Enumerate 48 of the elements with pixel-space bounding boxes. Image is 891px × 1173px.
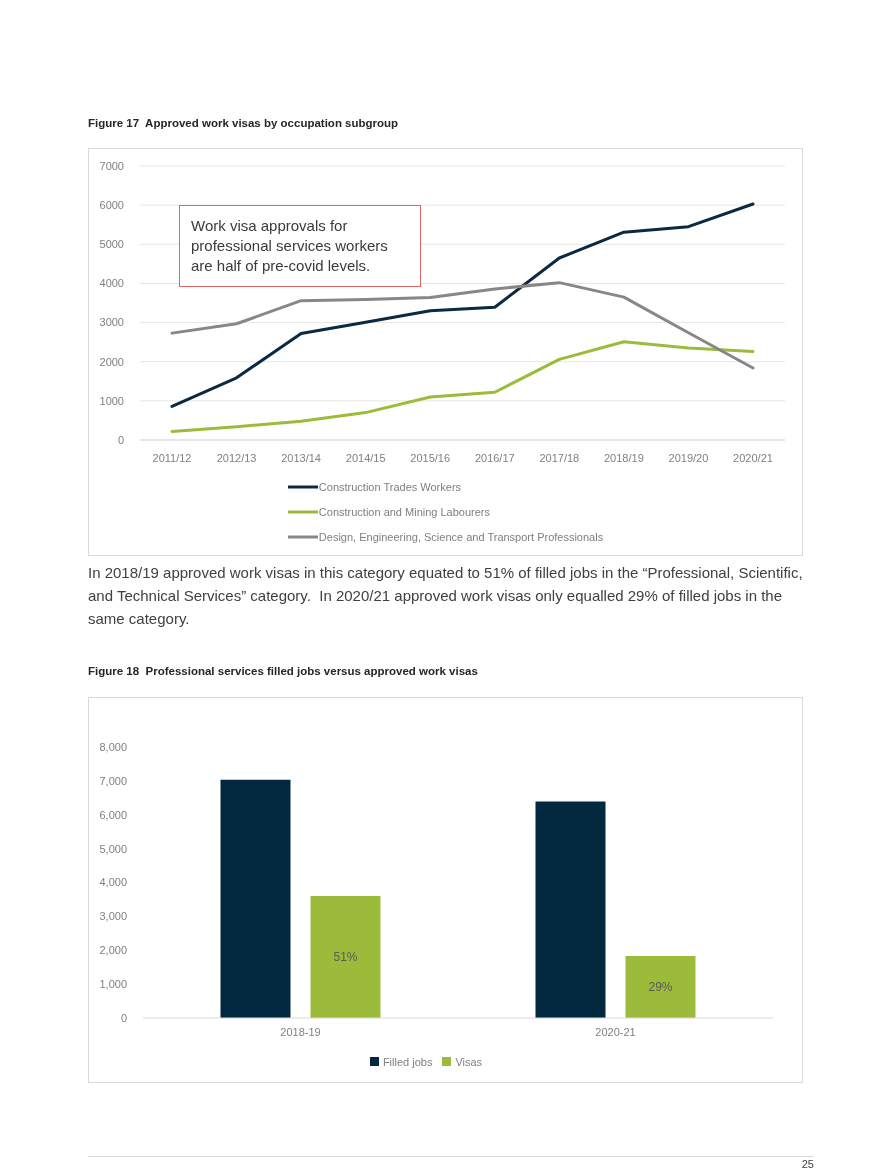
legend-label: Construction and Mining Labourers [318,505,491,518]
y-tick-label: 0 [120,1011,127,1024]
line-series [170,340,755,433]
y-tick-label: 2000 [99,355,124,368]
y-tick-label: 5000 [99,238,124,251]
y-tick-label: 7,000 [99,774,127,787]
chart-title: Figure 18 Professional services filled jobs versus approved work visas [88,664,479,679]
bar [220,779,291,1018]
y-tick-label: 0 [117,433,124,446]
y-tick-label: 3000 [99,316,124,329]
y-tick-label: 4,000 [99,876,127,889]
x-tick-label: 2020/21 [733,451,773,464]
legend-label: Filled jobs [382,1056,433,1068]
x-tick-label: 2014/15 [345,451,386,464]
y-tick-label: 2,000 [99,944,127,957]
x-tick-label: 2017/18 [539,451,580,464]
y-tick-label: 4000 [99,277,124,290]
y-tick-label: 6000 [99,199,124,212]
bar [310,896,381,1018]
annotation: 51% [333,950,358,965]
text: 25 [800,1158,814,1171]
y-tick-label: 7000 [99,159,124,172]
x-tick-label: 2013/14 [281,451,321,464]
y-tick-label: 6,000 [99,808,127,821]
x-tick-label: 2018/19 [604,451,644,464]
bar [535,801,606,1018]
line-series [170,202,755,408]
bar [625,956,696,1018]
annotation: 29% [648,980,673,994]
x-tick-label: 2012/13 [216,451,257,464]
x-tick-label: 2019/20 [668,451,709,464]
x-tick-label: 2020-21 [595,1025,636,1038]
x-tick-label: 2016/17 [474,451,515,464]
y-tick-label: 1000 [99,394,124,407]
chart-title: Figure 17 Approved work visas by occupation subgroup [88,116,400,131]
x-tick-label: 2011/12 [152,451,192,464]
legend-label: Construction Trades Workers [318,480,462,493]
y-tick-label: 8,000 [99,740,127,753]
x-tick-label: 2015/16 [410,451,451,464]
legend-label: Visas [455,1056,483,1068]
line-series [170,281,755,370]
legend-label: Design, Engineering, Science and Transport Professionals [318,530,604,543]
y-tick-label: 3,000 [99,910,127,923]
annotation: Work visa approvals for professional services workers are half of pre-covid levels. [179,205,421,287]
y-tick-label: 1,000 [99,978,127,991]
x-tick-label: 2018-19 [280,1025,321,1038]
text: In 2018/19 approved work visas in this category equated to 51% of filled jobs in the “Professional, Scientific, and Technical Services” category. In 2020/21 approved work visas only equalled 29% of filled jobs in the same category. [88,563,804,629]
y-tick-label: 5,000 [99,842,127,855]
